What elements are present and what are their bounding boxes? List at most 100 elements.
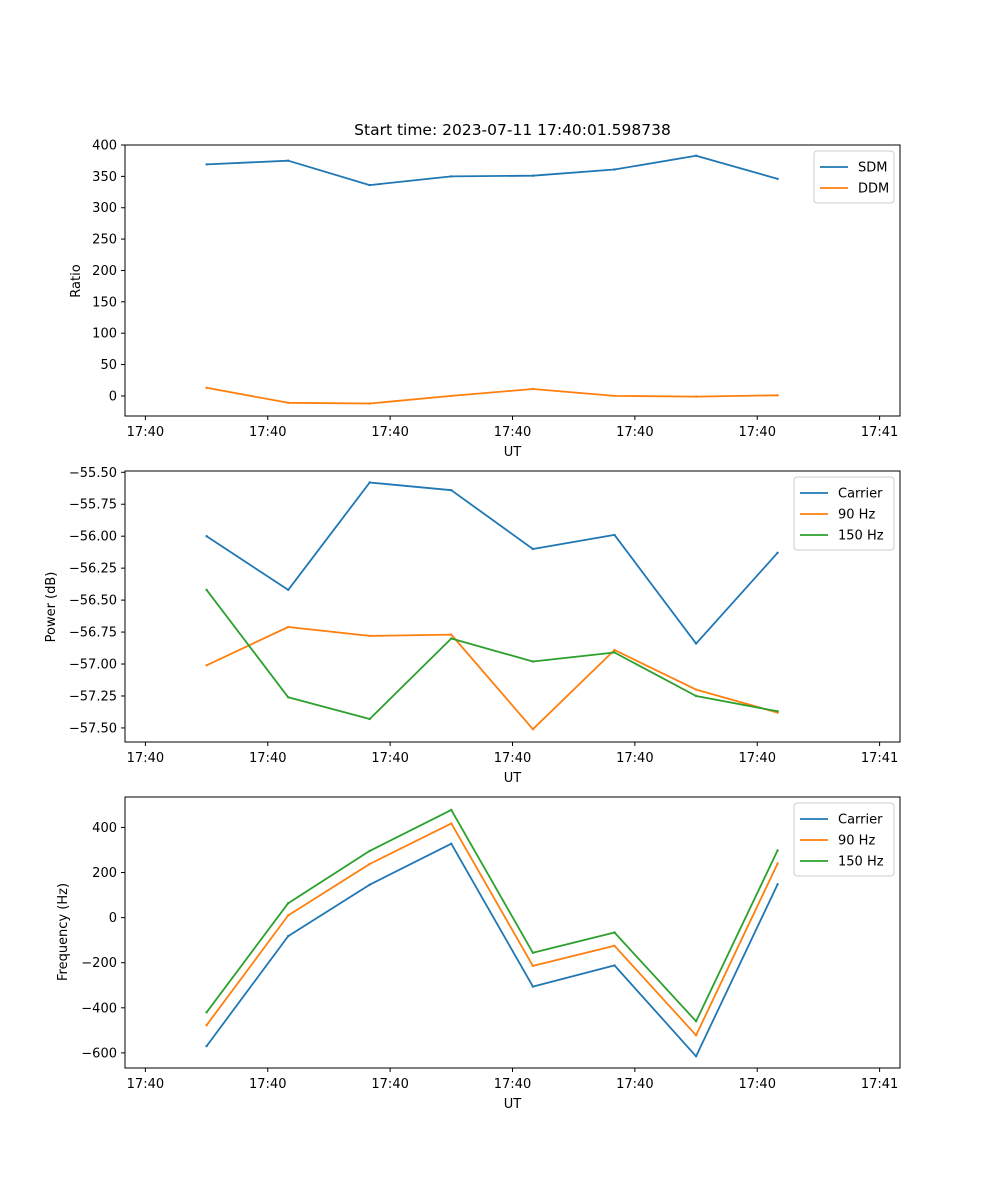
x-axis-label: UT xyxy=(504,771,522,786)
y-tick-label: 400 xyxy=(92,139,117,154)
data-point xyxy=(531,985,535,988)
y-tick-label: −57.00 xyxy=(69,658,117,673)
x-tick-label: 17:40 xyxy=(371,751,408,766)
data-point xyxy=(450,394,453,398)
data-point xyxy=(531,951,535,954)
data-point xyxy=(531,660,535,663)
x-tick-label: 17:40 xyxy=(616,425,653,440)
x-tick-label: 17:41 xyxy=(861,1077,898,1092)
y-tick-label: −57.50 xyxy=(69,721,117,736)
x-tick-label: 17:41 xyxy=(861,751,898,766)
data-point xyxy=(368,862,371,866)
data-point xyxy=(613,944,616,947)
legend: SDM DDM xyxy=(813,150,895,204)
legend: Carrier 90 Hz 150 Hz xyxy=(793,802,895,877)
x-tick-label: 17:40 xyxy=(371,1077,408,1092)
y-tick-label: −55.50 xyxy=(69,466,117,481)
data-point xyxy=(368,183,371,187)
data-point xyxy=(776,883,779,886)
y-axis-label: Power (dB) xyxy=(44,572,59,643)
data-point xyxy=(776,551,779,554)
data-point xyxy=(531,728,535,731)
y-tick-label: 250 xyxy=(92,233,117,248)
y-tick-label: 0 xyxy=(109,911,117,926)
data-point xyxy=(776,177,779,181)
series-line-90-hz xyxy=(205,822,779,1037)
x-tick-label: 17:40 xyxy=(494,751,531,766)
x-tick-label: 17:40 xyxy=(127,751,164,766)
x-tick-label: 17:40 xyxy=(371,425,408,440)
x-tick-label: 17:40 xyxy=(249,751,286,766)
x-tick-label: 17:40 xyxy=(739,751,776,766)
data-point xyxy=(368,717,371,721)
data-point xyxy=(205,1011,208,1014)
legend-label: SDM xyxy=(858,161,887,176)
y-tick-label: −600 xyxy=(81,1046,117,1061)
y-tick-label: −57.25 xyxy=(69,689,117,704)
data-point xyxy=(776,862,779,865)
data-point xyxy=(205,1023,208,1027)
data-point xyxy=(450,637,453,640)
data-point xyxy=(694,694,698,698)
data-point xyxy=(450,175,453,178)
y-tick-label: −55.75 xyxy=(69,498,117,513)
data-point xyxy=(368,402,371,405)
data-point xyxy=(205,1044,208,1048)
x-tick-label: 17:40 xyxy=(494,425,531,440)
y-axis-label: Ratio xyxy=(69,264,84,297)
x-tick-label: 17:40 xyxy=(249,1077,286,1092)
data-point xyxy=(613,651,616,654)
data-point xyxy=(368,481,371,484)
y-tick-label: 50 xyxy=(100,358,117,373)
data-point xyxy=(287,934,290,938)
frequency-panel: UT Frequency (Hz) 17:40 17:40 17:40 17:40 17… xyxy=(56,796,901,1112)
x-axis-label: UT xyxy=(504,1097,522,1112)
y-tick-label: 150 xyxy=(92,295,117,310)
x-tick-label: 17:40 xyxy=(494,1077,531,1092)
series-line-150-hz xyxy=(205,809,779,1023)
data-point xyxy=(450,842,453,845)
data-point xyxy=(287,914,290,917)
series-line-carrier xyxy=(205,842,779,1058)
y-tick-label: 100 xyxy=(92,327,117,342)
legend: Carrier 90 Hz 150 Hz xyxy=(793,476,895,551)
data-point xyxy=(613,168,616,171)
legend-box xyxy=(793,476,895,551)
data-point xyxy=(287,401,290,404)
data-point xyxy=(776,710,779,713)
data-point xyxy=(205,535,208,538)
chart-title: Start time: 2023-07-11 17:40:01.598738 xyxy=(354,121,671,139)
ratio-panel: UT Ratio 17:40 17:40 17:40 17:40 17:40 17:40 1… xyxy=(69,139,901,460)
series-line-sdm xyxy=(206,154,778,187)
data-point xyxy=(450,633,453,636)
data-point xyxy=(613,533,616,537)
y-axis-label: Frequency (Hz) xyxy=(56,883,71,981)
legend-label: 90 Hz xyxy=(838,834,875,849)
x-tick-label: 17:40 xyxy=(127,425,164,440)
x-tick-label: 17:40 xyxy=(249,425,286,440)
legend-label: 150 Hz xyxy=(838,529,884,544)
data-point xyxy=(613,964,616,967)
data-point xyxy=(205,386,208,389)
data-point xyxy=(694,688,698,691)
data-point xyxy=(694,1020,698,1023)
data-point xyxy=(531,174,535,177)
legend-label: 150 Hz xyxy=(838,855,884,870)
data-point xyxy=(776,849,779,852)
y-tick-label: 200 xyxy=(92,264,117,279)
legend-label: Carrier xyxy=(838,813,883,828)
data-point xyxy=(776,394,779,397)
series-line-ddm xyxy=(206,386,778,405)
data-point xyxy=(531,387,535,391)
data-point xyxy=(694,395,698,398)
legend-label: 90 Hz xyxy=(838,508,875,523)
plot-frame xyxy=(124,144,901,417)
x-axis-label: UT xyxy=(504,445,522,460)
y-tick-label: −56.50 xyxy=(69,594,117,609)
data-point xyxy=(205,664,208,667)
data-point xyxy=(450,489,453,492)
data-point xyxy=(694,1055,698,1058)
power-panel: UT Power (dB) 17:40 17:40 17:40 17:40 17:40 1… xyxy=(44,466,901,786)
y-tick-label: 0 xyxy=(109,389,117,404)
